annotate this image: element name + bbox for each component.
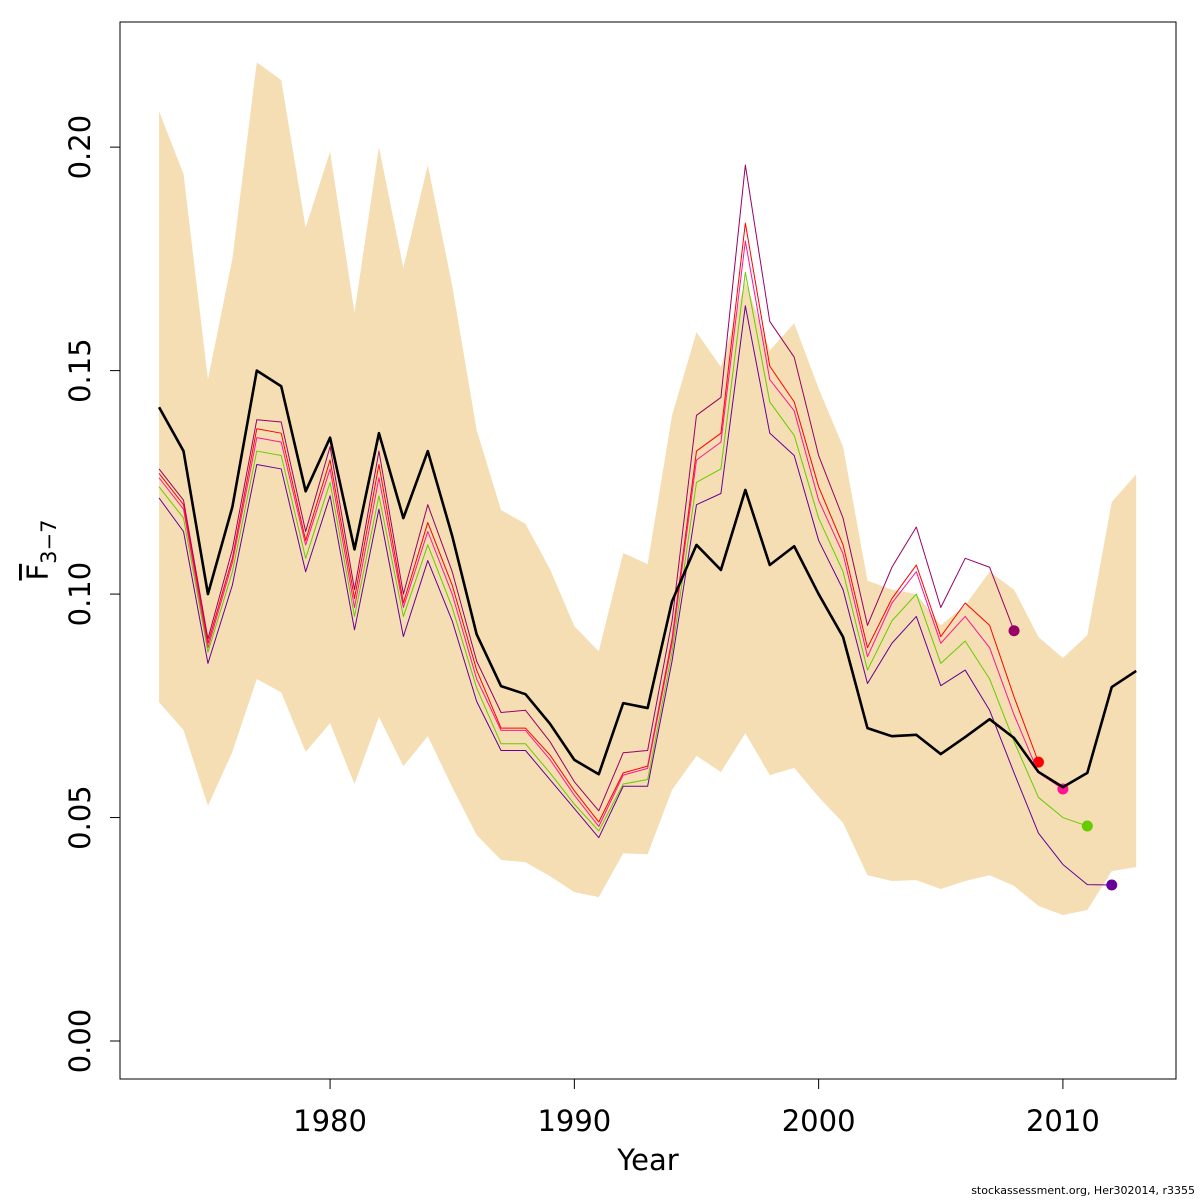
y-tick-label: 0.15 <box>63 338 97 403</box>
series-line <box>158 164 1015 812</box>
y-tick-label: 0.20 <box>63 115 97 180</box>
end-point <box>1008 625 1020 637</box>
series-line <box>157 369 1137 789</box>
y-axis-label: F3−7 <box>21 519 61 580</box>
end-point <box>1081 820 1093 832</box>
y-axis-label-text: F3−7 <box>21 519 61 580</box>
x-tick-label: 1980 <box>293 1104 367 1138</box>
series-line <box>158 271 1088 832</box>
y-label-sub: 3−7 <box>37 519 61 563</box>
y-tick-label: 0.10 <box>63 562 97 627</box>
series-line <box>158 222 1039 823</box>
x-tick-label: 2010 <box>1026 1104 1100 1138</box>
y-tick-label: 0.00 <box>63 1009 97 1074</box>
end-point <box>1106 879 1118 891</box>
y-label-main: F <box>21 564 55 581</box>
series-line <box>158 240 1064 827</box>
x-tick-label: 1990 <box>537 1104 611 1138</box>
end-point <box>1032 756 1044 768</box>
x-axis-label: Year <box>616 1143 678 1177</box>
series-line <box>158 305 1112 886</box>
x-tick-label: 2000 <box>782 1104 856 1138</box>
plot-frame <box>119 21 1177 1080</box>
y-tick-label: 0.05 <box>63 785 97 850</box>
footer: stockassessment.org, Her302014, r3355 <box>971 1184 1195 1197</box>
confidence-band <box>159 62 1137 915</box>
